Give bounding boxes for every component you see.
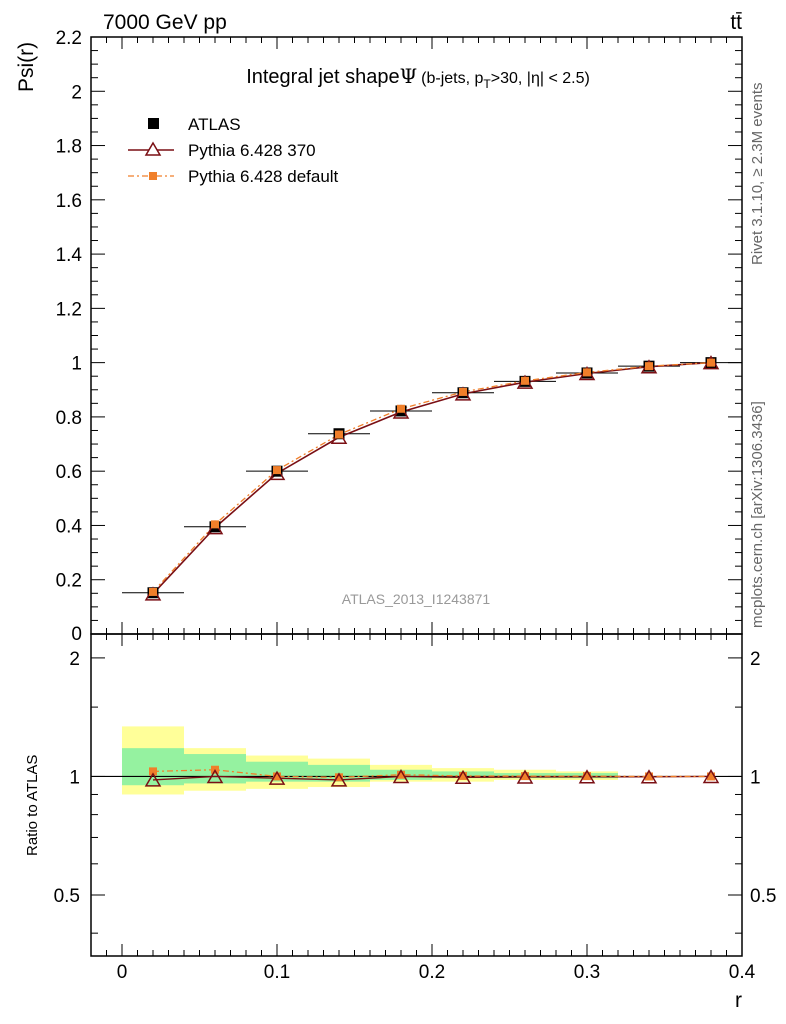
y-tick-label: 1.4 [56, 245, 83, 266]
y-tick-label: 1.6 [56, 191, 82, 212]
ratio-pdef-point [645, 772, 653, 781]
ratio-p370-point [516, 769, 534, 784]
x-axis-label: r [735, 989, 742, 1012]
ratio-pdef-line [152, 769, 711, 778]
x-tick-label: 0.4 [729, 962, 756, 983]
ratio-y-tick-label: 1 [69, 767, 80, 788]
ratio-pdef-point [273, 772, 281, 781]
x-tick-label: 0 [117, 962, 128, 983]
legend-atlas-label: ATLAS [188, 115, 241, 134]
main-panel-marks [122, 355, 742, 601]
pdef-point [521, 376, 529, 385]
ratio-p370-point [640, 769, 658, 784]
pdef-point [707, 358, 715, 367]
pdef-point [459, 387, 467, 396]
ratio-pdef-point [397, 770, 405, 779]
energy-label: 7000 GeV pp [103, 11, 227, 34]
y-tick-label: 1.8 [56, 137, 82, 158]
ratio-pdef-point [707, 772, 715, 781]
legend-pdef-marker [149, 172, 157, 180]
title-main: Integral jet shape [246, 66, 399, 88]
y-tick-label: 0.4 [56, 516, 83, 537]
y-tick-label: 0.8 [56, 408, 82, 429]
ratio-y-tick-label-right: 2 [750, 649, 761, 670]
x-tick-label: 0.3 [574, 962, 600, 983]
legend-atlas-marker [148, 118, 159, 129]
ratio-y-tick-label-right: 0.5 [750, 886, 776, 907]
ratio-p370-point [268, 770, 286, 785]
ratio-pdef-point [149, 767, 157, 776]
ratio-p370-point [454, 769, 472, 785]
pdef-point [335, 430, 343, 439]
y-tick-label: 2 [71, 82, 82, 103]
y-tick-label: 0.2 [56, 571, 82, 592]
ratio-pdef-point [335, 773, 343, 782]
legend-p370-marker [144, 141, 162, 156]
y-tick-label: 2.2 [56, 28, 82, 49]
ratio-p370-point [206, 768, 224, 784]
legend: ATLAS Pythia 6.428 370 Pythia 6.428 defa… [128, 115, 339, 186]
mcplots-label: mcplots.cern.ch [arXiv:1306.3436] [749, 401, 766, 628]
pdef-point [583, 368, 591, 377]
pdef-line [152, 361, 712, 593]
ratio-pdef-point [521, 772, 529, 781]
x-tick-label: 0.1 [264, 962, 290, 983]
ratio-y-tick-label-right: 1 [750, 767, 761, 788]
ratio-frame [90, 633, 743, 957]
ratio-pdef-point [459, 771, 467, 780]
pdef-point [645, 362, 653, 371]
ratio-y-tick-label: 0.5 [54, 886, 80, 907]
p370-line [152, 361, 712, 595]
axes: 0 0.1 0.2 0.3 0.4 0.2 0.4 0.6 0.8 1 1.2 1.4 1.6 1.8 2 2… [54, 28, 777, 983]
main-y-label: Psi(r) [15, 42, 38, 92]
ratio-p370-point [578, 769, 596, 784]
ratio-y-tick-label: 2 [69, 649, 80, 670]
watermark: ATLAS_2013_I1243871 [342, 591, 491, 607]
title-symbol: Ψ [400, 64, 418, 88]
ratio-p370-point [330, 772, 348, 787]
y-tick-label-zero: 0 [71, 624, 82, 645]
chart-title: Integral jet shapeΨ (b-jets, pT>30, |η| <… [246, 64, 590, 91]
pdef-point [273, 466, 281, 475]
ratio-p370-point [702, 768, 720, 784]
legend-p370-label: Pythia 6.428 370 [188, 141, 316, 160]
ratio-p370-point [144, 772, 162, 787]
y-tick-label: 0.6 [56, 462, 82, 483]
pdef-point [397, 404, 405, 413]
pdef-point [149, 587, 157, 596]
title-rest: >30, |η| < 2.5) [491, 70, 590, 87]
process-label: tt̄ [730, 11, 742, 34]
y-tick-label: 1.2 [56, 299, 82, 320]
ratio-pdef-point [583, 772, 591, 781]
ratio-panel-marks [91, 765, 742, 787]
legend-pdef-label: Pythia 6.428 default [188, 167, 339, 186]
title-sub: T [483, 77, 491, 91]
title-detail: (b-jets, p [421, 70, 483, 87]
ratio-y-label: Ratio to ATLAS [24, 755, 41, 856]
rivet-label: Rivet 3.1.10, ≥ 2.3M events [749, 83, 766, 266]
pdef-point [211, 520, 219, 529]
x-tick-label: 0.2 [419, 962, 445, 983]
ratio-uncertainty-bands [122, 726, 618, 795]
ratio-p370-point [392, 768, 410, 784]
y-tick-label: 1 [71, 354, 82, 375]
